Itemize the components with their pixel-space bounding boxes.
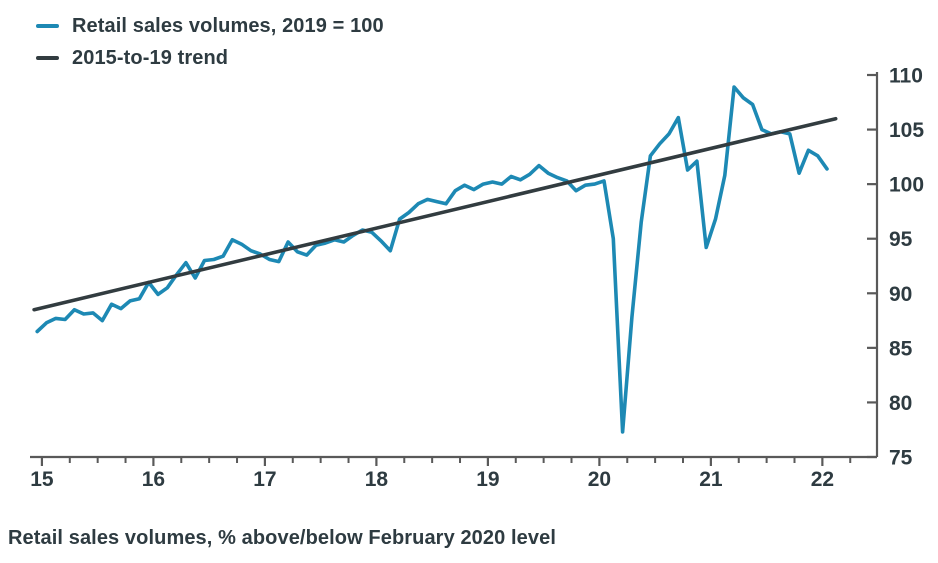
- legend-line-swatch-retail: [36, 24, 59, 28]
- legend-label-retail: Retail sales volumes, 2019 = 100: [72, 14, 384, 37]
- y-tick-label: 110: [889, 65, 923, 88]
- x-tick-label: 15: [30, 468, 54, 491]
- legend-label-trend: 2015-to-19 trend: [72, 46, 229, 69]
- x-tick-label: 20: [588, 468, 611, 491]
- y-tick-label: 85: [889, 337, 913, 360]
- x-tick-label: 18: [365, 468, 389, 491]
- x-tick-label: 16: [142, 468, 165, 491]
- y-tick-label: 105: [889, 119, 924, 142]
- y-tick-label: 95: [889, 228, 913, 251]
- y-tick-label: 75: [889, 447, 913, 470]
- series-retail-line: [35, 85, 829, 434]
- y-tick-label: 90: [889, 283, 912, 306]
- y-tick-label: 100: [889, 174, 924, 197]
- chart-caption: Retail sales volumes, % above/below Febr…: [8, 527, 556, 549]
- y-tick-label: 80: [889, 392, 912, 415]
- legend-item-trend: 2015-to-19 trend: [36, 42, 384, 74]
- x-tick-label: 21: [699, 468, 723, 491]
- chart-svg: 15 16 17 18 19 20 21 22 75 80 85 90 95 100 105 110: [30, 65, 924, 491]
- legend-line-swatch-trend: [36, 56, 59, 60]
- chart-legend: Retail sales volumes, 2019 = 100 2015-to…: [36, 10, 384, 74]
- legend-item-retail-series: Retail sales volumes, 2019 = 100: [36, 10, 384, 42]
- series-trend-line: [32, 116, 838, 312]
- x-tick-label: 22: [811, 468, 834, 491]
- x-tick-label: 19: [476, 468, 499, 491]
- x-tick-label: 17: [253, 468, 276, 491]
